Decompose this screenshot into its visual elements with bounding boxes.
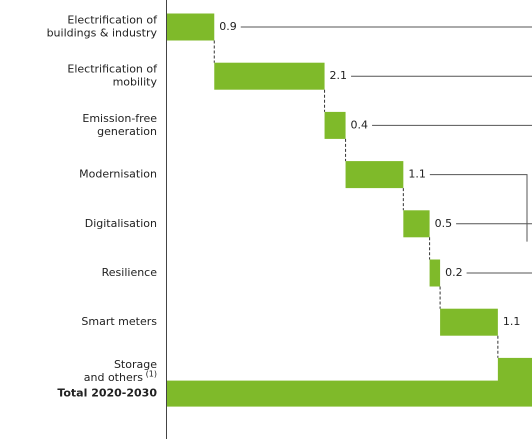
category-label: Digitalisation bbox=[85, 217, 157, 230]
category-label: Electrification of bbox=[67, 63, 158, 76]
bar bbox=[440, 308, 498, 336]
category-label: Electrification of bbox=[67, 14, 158, 27]
category-label: Resilience bbox=[102, 266, 158, 279]
bar bbox=[214, 62, 325, 90]
value-label: 1.1 bbox=[503, 315, 520, 328]
category-label: Modernisation bbox=[79, 168, 157, 181]
total-bar bbox=[167, 380, 532, 407]
bar bbox=[324, 111, 346, 139]
footnote-mark: (1) bbox=[146, 369, 157, 378]
leader-line bbox=[429, 174, 528, 242]
bar bbox=[345, 161, 404, 189]
value-label: 2.1 bbox=[330, 69, 348, 82]
category-label: and others bbox=[84, 371, 143, 384]
value-label: 0.4 bbox=[351, 118, 369, 131]
category-label: generation bbox=[97, 125, 157, 138]
bar bbox=[167, 13, 215, 41]
value-label: 0.9 bbox=[219, 20, 237, 33]
total-label: Total 2020-2030 bbox=[57, 387, 157, 400]
bar bbox=[429, 259, 441, 287]
bar bbox=[497, 357, 532, 385]
bar bbox=[403, 210, 430, 238]
category-label: Emission-free bbox=[82, 112, 157, 125]
category-label: buildings & industry bbox=[47, 27, 158, 40]
value-label: 0.2 bbox=[445, 266, 463, 279]
value-label: 0.5 bbox=[435, 217, 453, 230]
category-label: Storage bbox=[114, 358, 157, 371]
value-label: 1.1 bbox=[408, 168, 426, 181]
category-label: mobility bbox=[113, 76, 158, 89]
category-label: Smart meters bbox=[81, 315, 157, 328]
